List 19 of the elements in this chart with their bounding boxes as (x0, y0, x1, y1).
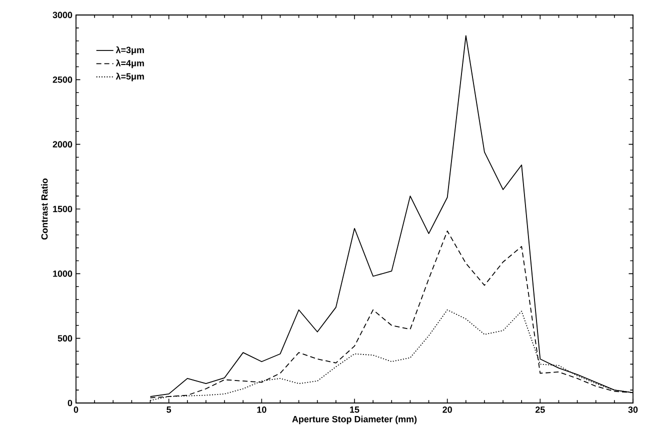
x-tick-label: 15 (350, 406, 360, 413)
y-tick-label: 2000 (52, 141, 72, 148)
legend-label: λ=5μm (116, 72, 144, 82)
legend-label: λ=4μm (116, 60, 144, 68)
y-tick-label: 1500 (53, 206, 72, 212)
legend-label: λ=3μm (116, 46, 144, 55)
x-tick-label: 0 (74, 406, 78, 413)
y-tick-label: 3000 (52, 12, 72, 18)
y-axis-title: Contrast Ratio (41, 178, 48, 240)
x-tick-label: 10 (257, 406, 266, 413)
y-tick-label: 0 (68, 400, 72, 406)
x-axis-title: Aperture Stop Diameter (mm) (292, 416, 417, 424)
y-tick-label: 2500 (52, 76, 72, 83)
x-tick-label: 20 (442, 406, 452, 413)
y-tick-label: 1000 (53, 270, 72, 277)
x-tick-label: 25 (535, 406, 545, 413)
x-tick-label: 5 (166, 406, 172, 413)
x-tick-label: 30 (628, 406, 638, 413)
y-tick-label: 500 (58, 335, 72, 342)
